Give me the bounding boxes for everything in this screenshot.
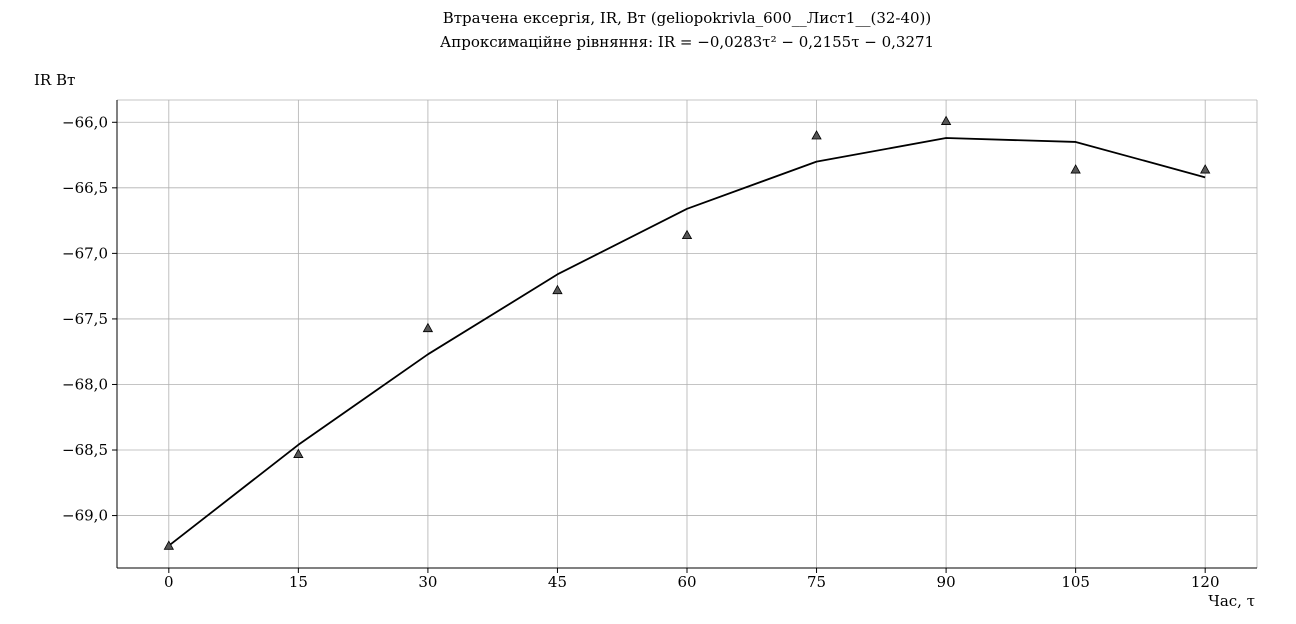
data-point-marker bbox=[293, 448, 304, 458]
y-tick-label: −67,5 bbox=[62, 310, 108, 328]
x-tick-label: 120 bbox=[1191, 573, 1220, 591]
data-point-marker bbox=[811, 130, 822, 140]
x-tick-label: 60 bbox=[677, 573, 696, 591]
x-tick-label: 90 bbox=[937, 573, 956, 591]
fit-line bbox=[168, 137, 1206, 547]
y-tick-label: −68,0 bbox=[62, 375, 108, 393]
chart-title: Втрачена ексергія, IR, Вт (geliopokrivla… bbox=[442, 9, 932, 27]
data-point-marker bbox=[1070, 164, 1081, 174]
x-tick-label: 30 bbox=[418, 573, 437, 591]
data-point-marker bbox=[422, 322, 434, 333]
chart-subtitle: Апроксимаційне рівняння: IR = −0,0283τ² … bbox=[439, 33, 935, 51]
x-axis-label: Час, τ bbox=[1208, 592, 1255, 610]
y-tick-label: −69,0 bbox=[62, 507, 108, 525]
x-tick-label: 0 bbox=[164, 573, 174, 591]
x-tick-label: 75 bbox=[807, 573, 826, 591]
x-tick-label: 45 bbox=[548, 573, 567, 591]
data-point-marker bbox=[552, 284, 563, 295]
x-tick-label: 15 bbox=[289, 573, 308, 591]
y-tick-label: −66,0 bbox=[62, 113, 108, 131]
y-axis-label: IR Вт bbox=[34, 71, 76, 89]
data-point-marker bbox=[163, 540, 174, 550]
y-tick-label: −66,5 bbox=[62, 179, 108, 197]
data-point-marker bbox=[681, 229, 693, 240]
tick-labels: 0 15 30 45 60 75 90 105 120 −69,0 −68,5 −68,0 −67,5 −… bbox=[62, 113, 1219, 591]
fit-line-series bbox=[168, 137, 1206, 547]
y-tick-label: −68,5 bbox=[62, 441, 108, 459]
x-tick-label: 105 bbox=[1061, 573, 1090, 591]
data-point-marker bbox=[940, 115, 952, 125]
axes bbox=[112, 99, 1258, 573]
y-tick-label: −67,0 bbox=[62, 244, 108, 262]
data-markers bbox=[163, 115, 1211, 550]
grid-lines bbox=[117, 100, 1257, 568]
data-point-marker bbox=[1200, 164, 1211, 174]
